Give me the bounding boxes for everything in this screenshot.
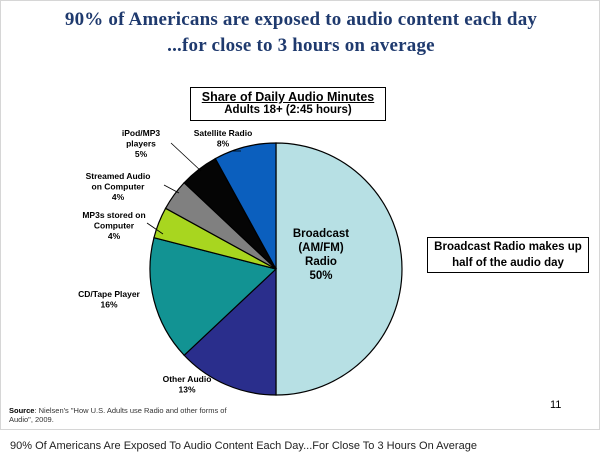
slice-label: CD/Tape Player 16%	[78, 289, 140, 310]
source-note: Source: Nielsen's "How U.S. Adults use R…	[9, 406, 239, 424]
slice-name-label: MP3s stored on	[82, 210, 145, 220]
slice-name-label: on Computer	[92, 182, 146, 192]
pie-chart: Broadcast (AM/FM) Radio 50% Other Audio 13% CD…	[78, 128, 403, 396]
slice-name-label: Other Audio	[163, 374, 212, 384]
leader-line	[163, 184, 180, 194]
slice-name-label: Computer	[94, 221, 135, 231]
callout-note: Broadcast Radio makes up half of the aud…	[427, 237, 589, 273]
slice-name-label: Satellite Radio	[194, 128, 253, 138]
slice-name-label: players	[126, 139, 156, 149]
slice-name-label: CD/Tape Player	[78, 289, 140, 299]
slice-label: Broadcast (AM/FM) Radio 50%	[293, 228, 349, 282]
slice-value-label: 5%	[135, 149, 148, 159]
leader-line	[170, 142, 202, 172]
pie-slice	[183, 267, 277, 396]
image-caption: 90% Of Americans Are Exposed To Audio Co…	[10, 440, 477, 452]
slice-label: Satellite Radio 8%	[194, 128, 253, 149]
chart-subtitle: Adults 18+ (2:45 hours)	[224, 104, 352, 116]
slice-value-label: 8%	[217, 139, 230, 149]
slice-value-label: 50%	[309, 270, 332, 282]
slice-name-label: Broadcast	[293, 228, 349, 240]
slide: 90% of Americans are exposed to audio co…	[0, 0, 600, 430]
chart-title: Share of Daily Audio Minutes	[201, 90, 375, 104]
slice-label: Other Audio 13%	[163, 374, 212, 395]
slice-label: iPod/MP3 players 5%	[122, 128, 161, 159]
slice-value-label: 13%	[178, 385, 195, 395]
slice-name-label: Radio	[305, 256, 337, 268]
pie-slice	[275, 142, 403, 396]
leader-line	[146, 222, 164, 235]
source-text: : Nielsen's "How U.S. Adults use Radio a…	[9, 406, 227, 424]
slice-name-label: (AM/FM)	[298, 242, 344, 254]
slice-name-label: iPod/MP3	[122, 128, 161, 138]
slide-title: 90% of Americans are exposed to audio co…	[64, 9, 538, 30]
pie-slice	[214, 142, 277, 270]
slide-subtitle: ...for close to 3 hours on average	[167, 35, 435, 56]
slice-label: MP3s stored on Computer 4%	[82, 210, 145, 241]
slice-value-label: 4%	[112, 192, 125, 202]
slice-value-label: 4%	[108, 231, 121, 241]
pie-slice	[149, 236, 278, 357]
page-number: 11	[550, 399, 562, 411]
source-label: Source	[9, 406, 35, 415]
slice-label: Streamed Audio on Computer 4%	[86, 171, 151, 202]
slice-value-label: 16%	[100, 300, 117, 310]
chart-title-box: Share of Daily Audio Minutes Adults 18+ …	[190, 87, 386, 121]
slice-name-label: Streamed Audio	[86, 171, 151, 181]
